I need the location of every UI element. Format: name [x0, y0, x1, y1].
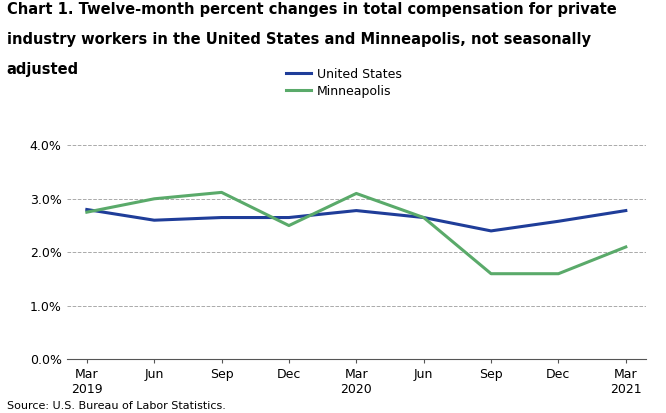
- Text: Chart 1. Twelve-month percent changes in total compensation for private: Chart 1. Twelve-month percent changes in…: [7, 2, 617, 17]
- Text: adjusted: adjusted: [7, 62, 79, 76]
- Text: industry workers in the United States and Minneapolis, not seasonally: industry workers in the United States an…: [7, 32, 591, 47]
- Legend: United States, Minneapolis: United States, Minneapolis: [286, 68, 402, 97]
- Text: Source: U.S. Bureau of Labor Statistics.: Source: U.S. Bureau of Labor Statistics.: [7, 401, 226, 411]
